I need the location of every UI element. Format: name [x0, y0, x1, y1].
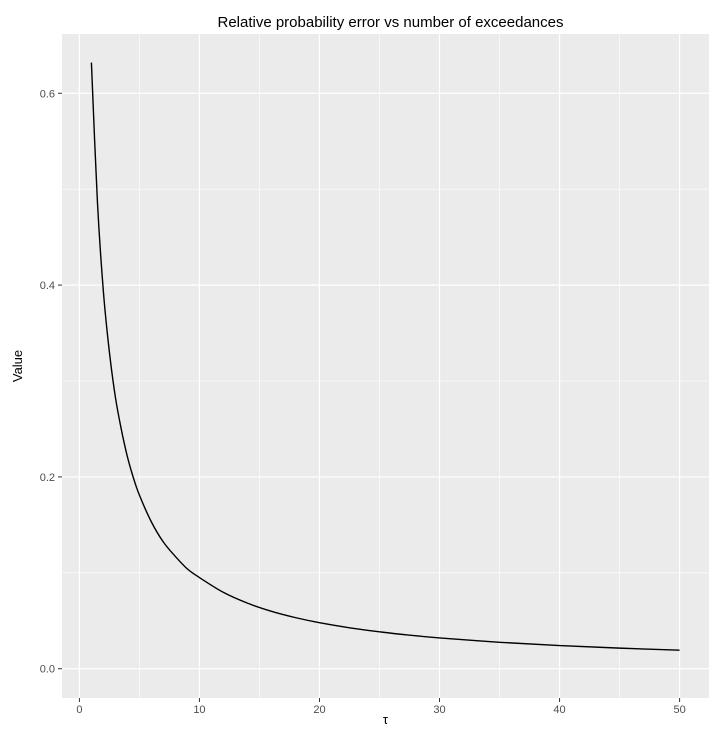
y-tick-label: 0.2 — [40, 472, 55, 484]
y-tick-label: 0.0 — [40, 664, 55, 676]
y-tick-label: 0.4 — [40, 280, 55, 292]
grid-major — [62, 34, 709, 698]
x-tick-label: 40 — [553, 704, 565, 716]
chart-title: Relative probability error vs number of … — [217, 14, 563, 31]
x-axis-title: τ — [383, 712, 389, 727]
grid-minor — [62, 34, 709, 698]
y-tick-label: 0.6 — [40, 88, 55, 100]
plot-panel — [62, 34, 709, 698]
x-tick-label: 20 — [313, 704, 325, 716]
series-line — [90, 62, 680, 651]
y-axis-title: Value — [10, 350, 25, 382]
x-axis-ticks: 0 10 20 30 40 50 — [76, 698, 686, 716]
x-tick-label: 0 — [76, 704, 82, 716]
x-tick-label: 50 — [673, 704, 685, 716]
y-axis-ticks: 0.0 0.2 0.4 0.6 — [40, 88, 62, 676]
x-tick-label: 30 — [433, 704, 445, 716]
x-tick-label: 10 — [193, 704, 205, 716]
